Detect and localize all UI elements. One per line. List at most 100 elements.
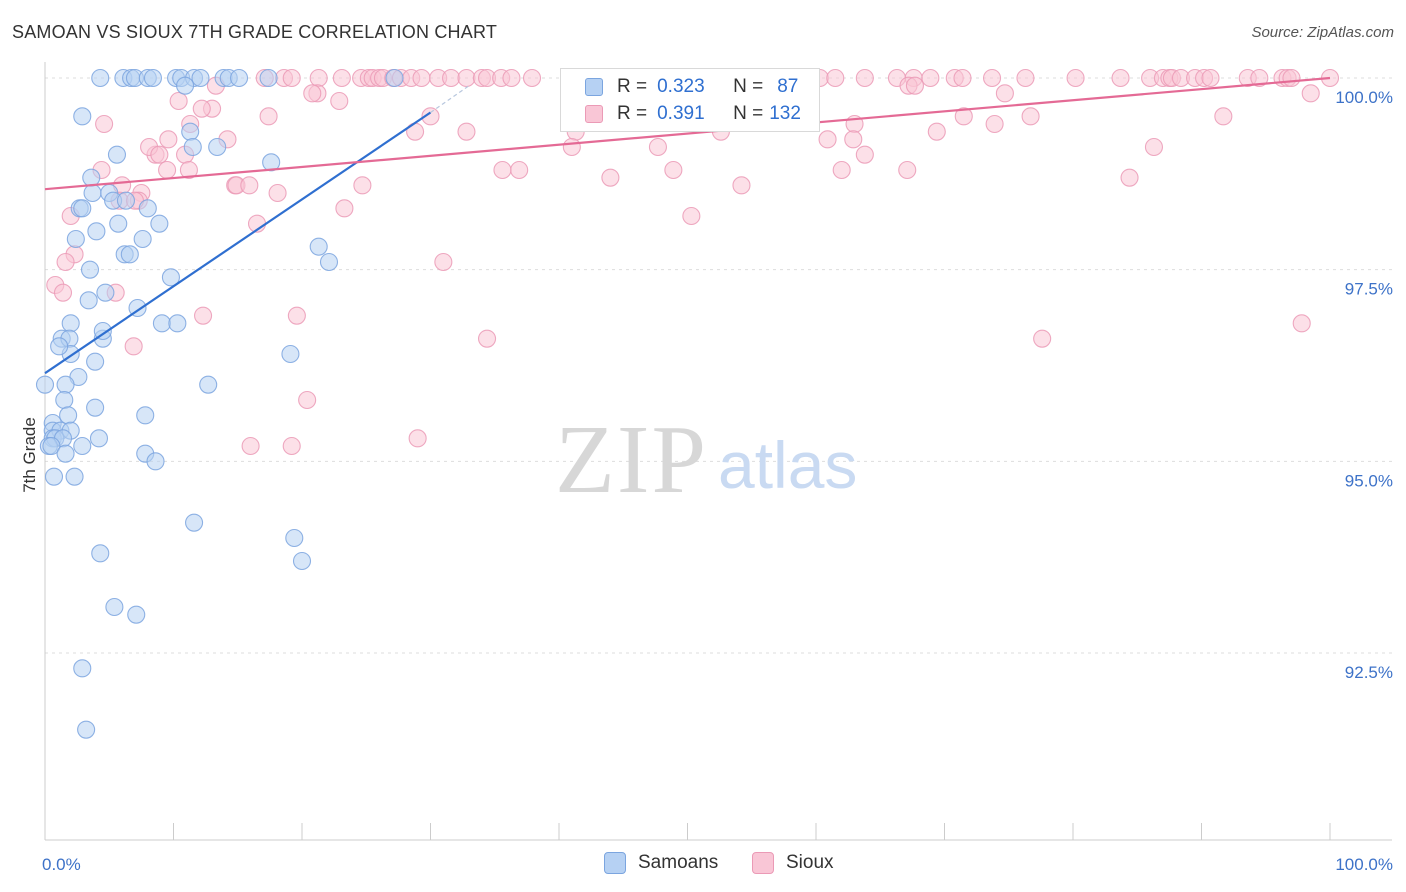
samoans-point — [191, 68, 210, 88]
samoans-legend-swatch — [604, 852, 626, 874]
sioux-swatch — [585, 105, 603, 123]
samoans-point — [120, 245, 139, 264]
samoans-legend-label: Samoans — [638, 852, 719, 873]
samoans-point — [89, 429, 109, 448]
samoans-point — [176, 76, 195, 95]
sioux-point — [898, 160, 917, 180]
y-tick-label: 92.5% — [1345, 663, 1393, 682]
sioux-point — [1214, 107, 1233, 126]
sioux-point — [1301, 84, 1320, 103]
sioux-point — [855, 145, 874, 164]
sioux-point — [421, 107, 440, 126]
samoans-point — [181, 122, 200, 141]
samoans-point — [83, 183, 102, 203]
legend-n-label: N = — [733, 76, 764, 97]
sioux-point — [844, 130, 863, 149]
sioux-point — [268, 183, 287, 203]
watermark-zip: ZIP — [555, 406, 708, 514]
sioux-point — [1201, 68, 1220, 88]
sioux-point — [601, 168, 620, 187]
sioux-point — [1292, 314, 1311, 333]
sioux-point — [493, 160, 512, 180]
sioux-point — [434, 252, 453, 272]
samoans-point — [42, 436, 61, 456]
sioux-point — [905, 76, 924, 95]
sioux-point — [682, 206, 701, 226]
sioux-point — [95, 114, 114, 134]
sioux-point — [1120, 168, 1139, 187]
sioux-point — [150, 145, 169, 164]
samoans-point — [183, 137, 202, 157]
samoans-point — [50, 337, 69, 356]
sioux-legend-label: Sioux — [786, 852, 834, 873]
samoans-point — [73, 659, 92, 678]
source-label: Source: ZipAtlas.com — [1251, 24, 1394, 41]
samoans-point — [385, 68, 404, 88]
samoans-point — [96, 283, 115, 302]
samoans-point — [79, 291, 98, 310]
x-tick-label: 0.0% — [42, 855, 81, 874]
sioux-point — [954, 107, 973, 126]
samoans-point — [56, 444, 75, 463]
legend-n-label: N = — [733, 103, 764, 124]
samoans-point — [65, 467, 84, 486]
samoans-point — [127, 605, 146, 624]
legend-r-value: 0.391 — [657, 103, 705, 124]
sioux-point — [158, 160, 177, 180]
samoans-swatch — [585, 78, 603, 96]
legend-r-value: 0.323 — [657, 76, 705, 97]
sioux-point — [1016, 68, 1035, 88]
sioux-point — [985, 114, 1004, 134]
samoans-point — [80, 260, 100, 279]
samoans-point — [86, 352, 105, 371]
samoans-points — [35, 68, 404, 739]
sioux-point — [732, 176, 751, 195]
samoans-point — [185, 513, 204, 532]
legend-row-sioux: R = 0.391 N = 132 — [585, 100, 801, 128]
legend-item-sioux[interactable]: Sioux — [752, 852, 834, 874]
samoans-point — [262, 153, 281, 172]
legend-r-label: R = — [617, 103, 648, 124]
sioux-point — [982, 68, 1002, 88]
legend-r-label: R = — [617, 76, 648, 97]
chart-title: SAMOAN VS SIOUX 7TH GRADE CORRELATION CH… — [12, 22, 498, 42]
sioux-point — [927, 122, 946, 141]
sioux-point — [192, 99, 211, 118]
samoans-point — [150, 214, 169, 233]
samoans-point — [107, 145, 127, 164]
samoans-point — [66, 229, 85, 249]
sioux-point — [921, 68, 940, 88]
sioux-point — [1111, 68, 1130, 88]
sioux-point — [241, 436, 260, 456]
grid-layer — [45, 77, 1392, 654]
samoans-point — [152, 314, 171, 333]
sioux-point — [53, 283, 73, 302]
legend-row-samoans: R = 0.323 N = 87 — [585, 73, 798, 101]
samoans-point — [77, 720, 96, 739]
samoans-point — [292, 551, 312, 571]
sioux-point — [330, 91, 349, 111]
sioux-point — [240, 176, 259, 195]
sioux-point — [953, 68, 972, 88]
y-tick-label: 100.0% — [1335, 88, 1393, 107]
sioux-point — [832, 160, 851, 180]
sioux-point — [159, 130, 178, 149]
samoans-point — [259, 68, 278, 88]
samoans-point — [91, 68, 110, 88]
legend-item-samoans[interactable]: Samoans — [604, 852, 718, 874]
samoans-point — [199, 375, 218, 394]
sioux-point — [259, 107, 278, 126]
sioux-point — [1066, 68, 1085, 88]
sioux-point — [648, 137, 667, 157]
samoans-point — [133, 229, 152, 249]
sioux-trend-line — [44, 76, 1331, 191]
samoans-point — [109, 214, 128, 233]
sioux-point — [56, 252, 75, 272]
samoans-point — [136, 406, 155, 425]
samoans-point — [208, 137, 227, 157]
samoans-point — [61, 314, 80, 333]
x-tick-label: 100.0% — [1335, 855, 1393, 874]
watermark: ZIP atlas — [555, 406, 857, 514]
sioux-point — [282, 68, 301, 88]
